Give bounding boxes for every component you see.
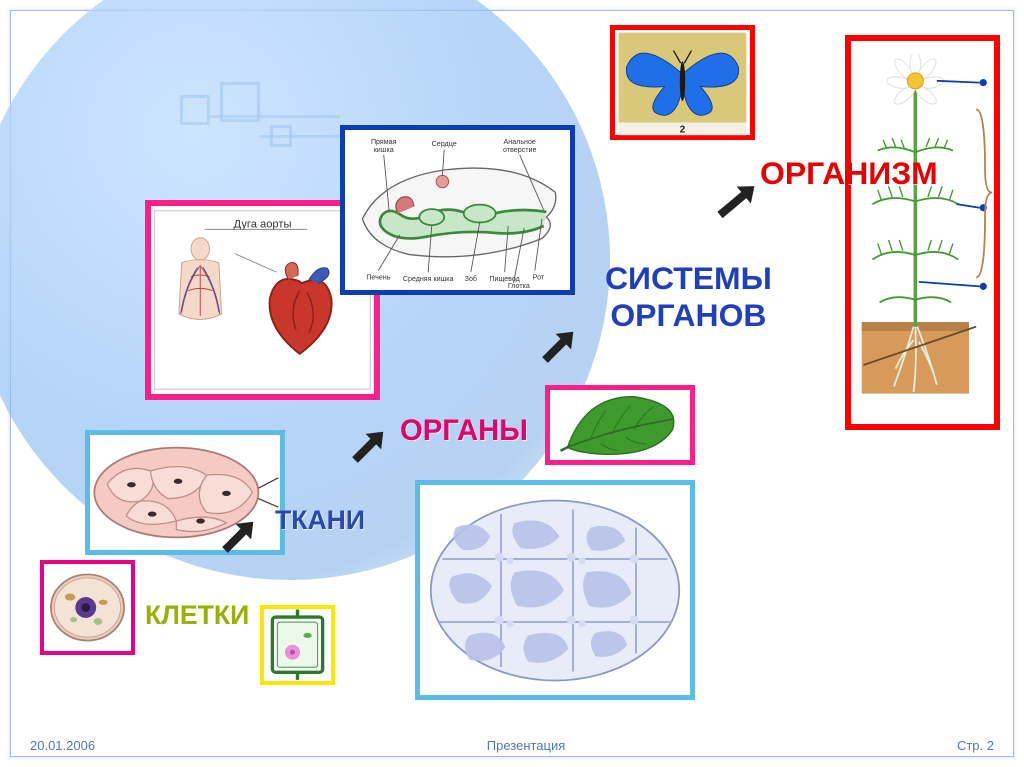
footer-date: 20.01.2006	[30, 738, 95, 753]
svg-text:Зоб: Зоб	[465, 275, 477, 283]
cap-rectum: Прямая	[371, 138, 397, 146]
box-butterfly-organism: 2	[610, 25, 755, 140]
svg-text:Рот: Рот	[533, 273, 545, 281]
label-cells: КЛЕТКИ	[145, 600, 249, 631]
label-tissues: ТКАНИ	[275, 505, 365, 536]
box-digestive-system: Прямая кишка Сердце Анальное отверстие П…	[340, 125, 575, 295]
butterfly-number: 2	[680, 124, 686, 135]
box-animal-cell	[40, 560, 135, 655]
caption-aorta: Дуга аорты	[234, 219, 292, 231]
svg-text:Глотка: Глотка	[508, 282, 530, 290]
cap-heart: Сердце	[432, 140, 457, 148]
footer-center: Презентация	[487, 738, 566, 753]
footer-page: Стр. 2	[957, 738, 994, 753]
label-systems: СИСТЕМЫ ОРГАНОВ	[605, 260, 772, 333]
box-leaf-organ	[545, 385, 695, 465]
box-plant-cell	[260, 605, 335, 685]
svg-text:Средняя кишка: Средняя кишка	[403, 275, 454, 283]
box-animal-tissue	[85, 430, 285, 555]
box-plant-tissue	[415, 480, 695, 700]
slide-footer: 20.01.2006 Презентация Стр. 2	[0, 738, 1024, 753]
label-organism: ОРГАНИЗМ	[760, 155, 938, 192]
label-organs: ОРГАНЫ	[400, 415, 528, 448]
box-plant-organism	[845, 35, 1000, 430]
svg-text:Печень: Печень	[366, 273, 390, 281]
svg-text:отверстие: отверстие	[503, 146, 536, 154]
svg-text:кишка: кишка	[374, 146, 394, 154]
cap-anus: Анальное	[504, 138, 536, 146]
